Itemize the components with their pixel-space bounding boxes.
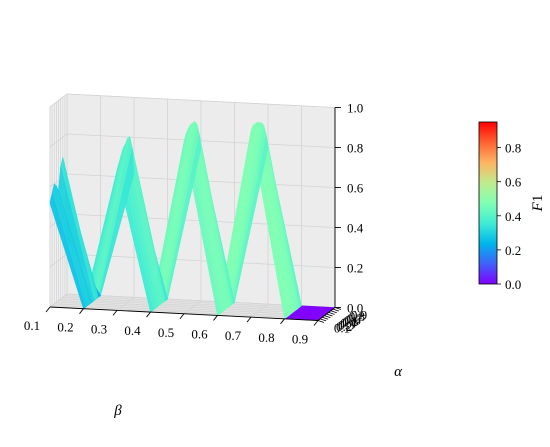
- beta-tick-label: 0.5: [158, 325, 174, 340]
- colorbar-tick-label: 0.0: [505, 277, 521, 292]
- alpha-tick: [324, 315, 331, 319]
- beta-tick: [246, 316, 252, 323]
- colorbar-tick-label: 0.8: [505, 141, 521, 156]
- y-axis-label: α: [394, 364, 403, 380]
- colorbar-tick-label: 0.4: [505, 209, 522, 224]
- z-tick-label: 1.0: [347, 101, 363, 116]
- alpha-tick: [326, 313, 333, 317]
- beta-tick-label: 0.8: [258, 330, 274, 345]
- surface: [49, 121, 336, 321]
- alpha-tick: [317, 320, 325, 323]
- colorbar-label-1: 1: [530, 195, 546, 203]
- grid-line-z: [49, 293, 336, 308]
- alpha-tick-label: 0.8: [349, 309, 365, 324]
- alpha-tick-label: 0.9: [351, 308, 367, 323]
- alpha-tick: [330, 310, 337, 314]
- beta-tick: [146, 311, 151, 318]
- beta-tick-label: 0.1: [24, 318, 40, 333]
- alpha-tick: [322, 316, 329, 320]
- z-tick-label: 0.6: [347, 181, 364, 196]
- beta-tick-label: 0.4: [124, 323, 141, 338]
- alpha-tick-label: 0.3: [338, 317, 354, 332]
- surface-facet: [49, 193, 86, 310]
- alpha-tick-label: 0.6: [345, 312, 362, 327]
- beta-tick-label: 0.9: [292, 332, 308, 347]
- beta-tick: [45, 306, 51, 313]
- beta-tick: [280, 318, 285, 325]
- z-tick-label: 0.2: [347, 261, 363, 276]
- alpha-tick: [319, 318, 327, 322]
- grid-line-z: [49, 133, 336, 148]
- alpha-tick: [328, 311, 335, 315]
- colorbar: 0.0 0.2 0.4 0.6 0.8: [478, 121, 522, 292]
- beta-tick-label: 0.3: [91, 321, 107, 336]
- beta-tick-label: 0.2: [57, 320, 73, 335]
- beta-tick-label: 0.7: [225, 328, 242, 343]
- beta-tick: [213, 315, 218, 321]
- colorbar-tick-label: 0.2: [505, 243, 521, 258]
- z-tick-label: 0.8: [347, 141, 363, 156]
- z-tick-label: 0.4: [347, 221, 364, 236]
- axes: 0.1 0.2 0.3 0.4 0.5 0.6 0.7 0.8 0.90.10.20.30.40…: [24, 101, 367, 347]
- alpha-tick-label: 0.7: [347, 311, 364, 326]
- alpha-tick-label: 0.1: [334, 321, 350, 336]
- alpha-tick-label: 0.4: [340, 316, 357, 331]
- colorbar-label: F1: [530, 195, 546, 213]
- beta-tick: [112, 310, 118, 316]
- alpha-tick-label: 0.5: [342, 314, 358, 329]
- beta-tick: [313, 320, 319, 326]
- z-tick-label: 0.0: [347, 301, 363, 316]
- alpha-tick: [332, 308, 340, 312]
- alpha-tick-label: 0.2: [336, 319, 352, 334]
- beta-tick: [79, 308, 84, 314]
- colorbar-label-f: F: [530, 201, 546, 212]
- beta-tick-label: 0.6: [191, 326, 208, 341]
- grid-line-z: [49, 93, 336, 108]
- beta-tick: [179, 313, 185, 320]
- x-axis-label: β: [113, 403, 122, 419]
- colorbar-bar: [478, 121, 498, 285]
- colorbar-tick-label: 0.6: [505, 175, 522, 190]
